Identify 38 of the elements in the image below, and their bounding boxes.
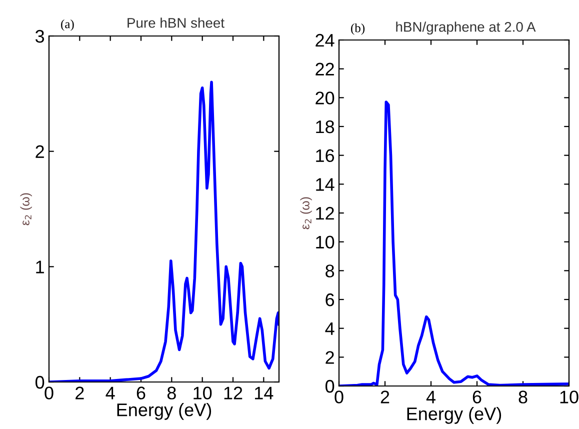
- x-tick-label: 0: [334, 390, 344, 404]
- chart-title: Pure hBN sheet: [128, 18, 224, 28]
- y-tick-label: 22: [316, 62, 334, 76]
- x-axis-title: Energy (eV): [117, 403, 212, 420]
- y-tick-label: 16: [316, 149, 334, 162]
- text: (b): [351, 23, 365, 35]
- y-tick-label: 14: [316, 178, 334, 191]
- y-axis-title: ε$_{2}$ (ω): [20, 193, 32, 226]
- y-tick-label: 0: [36, 376, 44, 389]
- y-axis-title: ε$_{2}$ (ω): [300, 197, 312, 230]
- y-tick-label: 3: [35, 30, 44, 43]
- chart-title: hBN/graphene at 2.0 A: [396, 22, 536, 35]
- y-tick-label: 2: [326, 351, 334, 364]
- y-tick-label: 24: [316, 34, 334, 47]
- x-tick-label: 12: [224, 386, 242, 400]
- y-tick-label: 12: [316, 206, 334, 220]
- y-tick-label: 4: [325, 322, 334, 335]
- y-tick-label: 2: [36, 145, 44, 158]
- y-tick-label: 6: [326, 293, 334, 306]
- x-axis-title: Energy (eV): [407, 407, 502, 424]
- x-tick-label: 4: [106, 386, 115, 400]
- x-tick-label: 2: [380, 390, 390, 404]
- y-tick-label: 20: [316, 92, 334, 104]
- x-tick-label: 8: [518, 390, 528, 404]
- y-tick-label: 8: [326, 264, 334, 278]
- y-tick-label: 1: [36, 260, 44, 274]
- x-tick-label: 2: [76, 386, 84, 400]
- y-tick-label: 18: [316, 120, 334, 134]
- x-tick-label: 6: [136, 386, 146, 400]
- x-tick-label: 14: [255, 386, 274, 400]
- x-tick-label: 4: [426, 390, 436, 404]
- x-tick-label: 10: [194, 386, 212, 400]
- y-tick-label: 10: [316, 236, 334, 249]
- x-tick-label: 10: [560, 390, 578, 404]
- x-tick-label: 8: [167, 386, 176, 400]
- text: (a): [61, 19, 74, 31]
- x-tick-label: 0: [44, 386, 54, 400]
- x-tick-label: 6: [472, 390, 482, 404]
